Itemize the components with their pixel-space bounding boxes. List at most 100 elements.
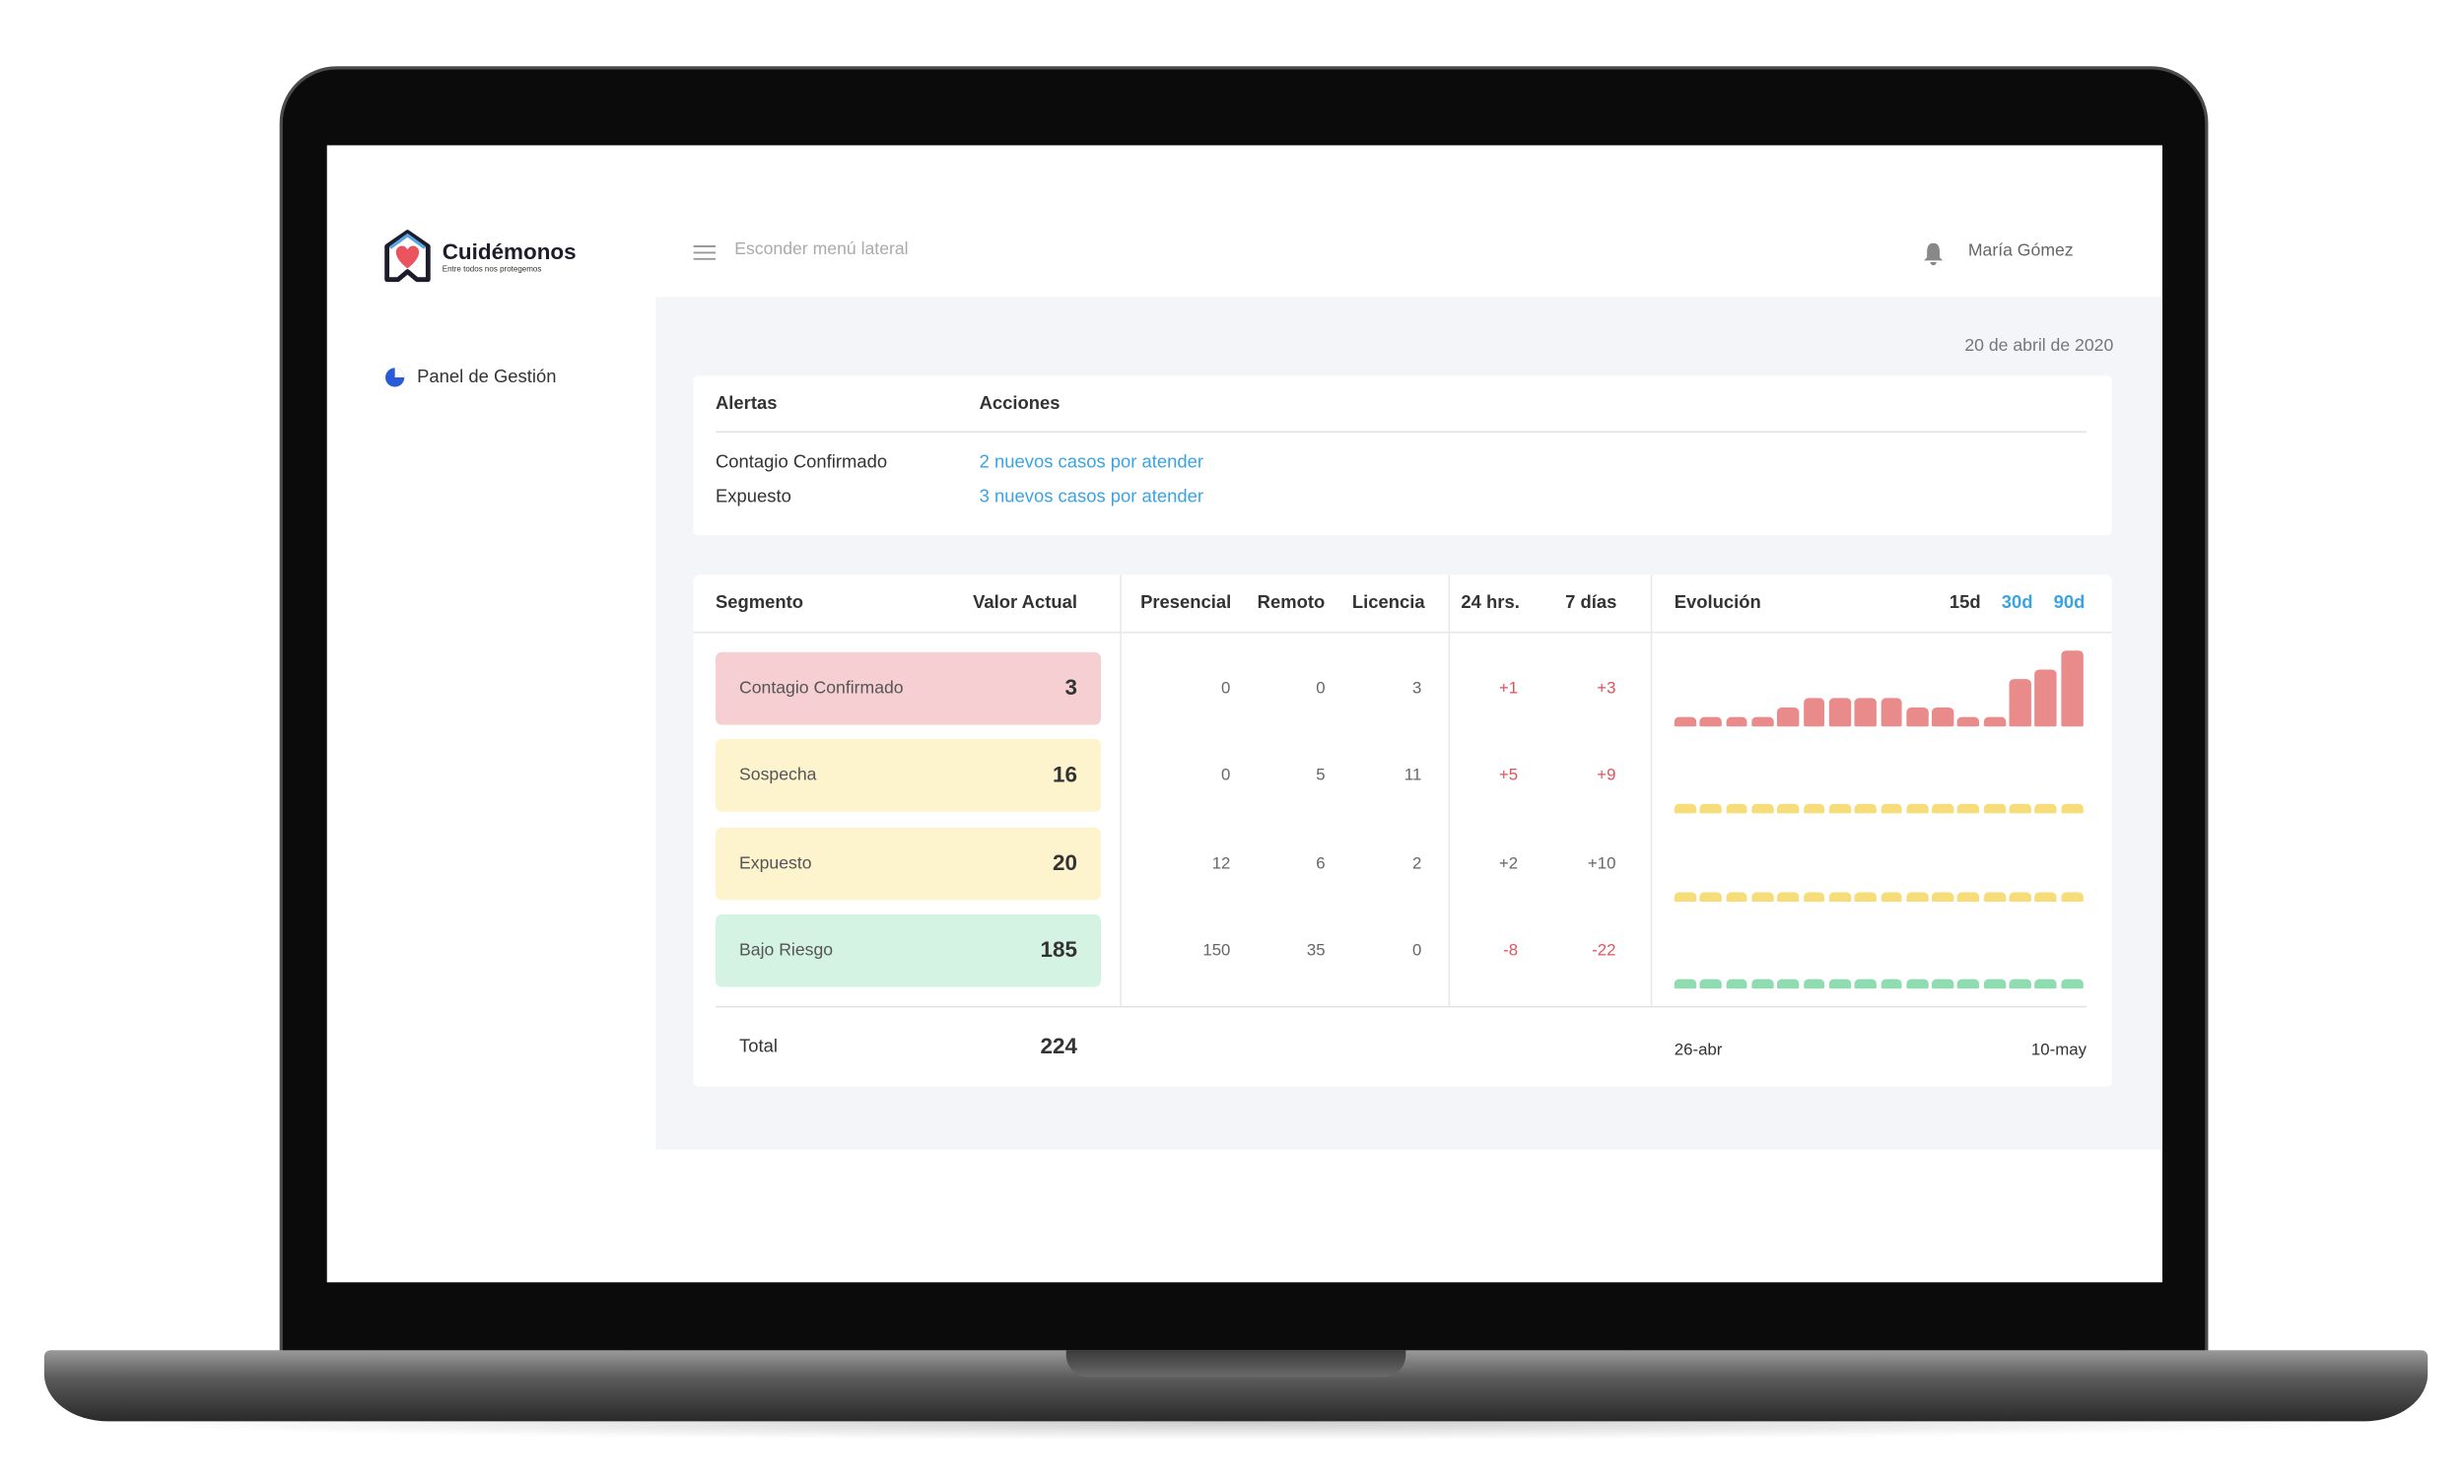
evolution-bar [1906,804,1929,814]
evolution-bar [1957,978,1980,989]
evolution-bar [2060,650,2084,727]
segment-cell: 0 [1411,940,1422,961]
range-button[interactable]: 15d [1949,593,1981,613]
tagline: Entre todos nos protegemos [442,265,542,275]
screen: Cuidémonos Entre todos nos protegemos Pa… [326,145,2162,1283]
alert-action[interactable]: 2 nuevos casos por atender [979,452,1204,473]
date: 20 de abril de 2020 [1964,336,2114,356]
evolution-bar [1906,891,1929,902]
evolution-bar [1674,891,1696,902]
laptop-notch [1065,1350,1406,1378]
segment-cell: +3 [1597,679,1616,699]
column-header: 24 hrs. [1461,593,1520,613]
evolution-bar [2009,804,2031,814]
menu-item[interactable]: Panel de Gestión [417,368,557,387]
column-divider [1650,574,1653,1006]
segments-divider [693,632,2112,634]
column-header: Valor Actual [973,593,1077,613]
alerts-divider [715,431,2088,434]
logo-icon [384,230,431,283]
segment-value: 20 [1053,848,1077,875]
column-header: Evolución [1674,593,1761,613]
evolution-bar [1777,978,1800,989]
evolution-bar [1906,978,1929,989]
segment-name: Sospecha [739,766,817,785]
evolution-bar [2009,891,2031,902]
evolution-bar [1880,891,1903,902]
evolution-bar [1983,804,2006,814]
evolution-bar [1777,804,1800,814]
evolution-bar [1854,891,1877,902]
evolution-bar [2060,891,2084,902]
segment-name: Expuesto [739,853,812,873]
evolution-bar [1751,891,1774,902]
dashboard: Alertas Acciones Contagio Confirmado 2 nuev… [327,145,2162,1282]
segment-cell: 12 [1211,853,1231,873]
evolution-bar [1699,891,1723,902]
segment-value: 16 [1053,761,1077,787]
segment-cell: -22 [1592,940,1616,961]
evolution-bar [2034,891,2057,902]
column-header: Licencia [1351,593,1425,613]
evolution-bar [1828,891,1851,902]
brand: Cuidémonos [442,237,577,264]
range-button[interactable]: 90d [2053,593,2086,613]
segment-pill [715,651,1102,725]
segment-cell: 6 [1316,853,1326,873]
evolution-bar [1726,804,1748,814]
column-divider [1120,574,1122,1006]
evolution-bar [1726,716,1748,727]
evolution-bar [1828,978,1851,989]
evolution-bar [1777,707,1800,727]
segment-value: 3 [1064,674,1077,700]
segment-name: Bajo Riesgo [739,940,834,961]
segment-cell: 35 [1306,940,1326,961]
evolution-bar [1983,716,2006,727]
hamburger-icon[interactable] [693,243,716,262]
evolution-bar [1674,804,1696,814]
bell-icon[interactable] [1922,241,1944,267]
alert-label: Contagio Confirmado [715,452,888,473]
menu-icon [385,368,405,387]
evolution-bar [1699,978,1723,989]
evolution-bar [1803,891,1825,902]
toggle-menu[interactable]: Esconder menú lateral [734,239,909,259]
total-label: Total [739,1037,778,1057]
column-header: Segmento [715,593,804,613]
evolution-bar [1906,707,1929,727]
segment-value: 185 [1040,936,1077,962]
range-button[interactable]: 30d [2001,593,2033,613]
total-value: 224 [1040,1033,1077,1058]
alerts-header: Alertas [715,394,778,414]
evolution-bar [1983,978,2006,989]
evolution-bar [1983,891,2006,902]
evolution-bar [1674,978,1696,989]
evolution-bar [1803,978,1825,989]
segment-cell: 3 [1411,679,1422,699]
segment-pill [715,913,1102,987]
segment-cell: 2 [1411,853,1422,873]
evolution-bar [1674,716,1696,727]
segment-cell: 0 [1316,679,1326,699]
alert-label: Expuesto [715,488,791,507]
segment-cell: +5 [1498,766,1519,785]
total-divider [715,1005,2088,1008]
evolution-bar [1957,804,1980,814]
user-name[interactable]: María Gómez [1967,241,2074,261]
alert-action[interactable]: 3 nuevos casos por atender [979,488,1204,507]
evolution-bar [1726,891,1748,902]
segment-cell: 5 [1316,766,1326,785]
evolution-bar [1957,716,1980,727]
segment-cell: -8 [1503,940,1519,961]
column-header: Presencial [1140,593,1232,613]
evolution-bar [1803,698,1825,727]
segment-cell: +2 [1498,853,1519,873]
evolution-bar [1699,716,1723,727]
axis-start: 26-abr [1674,1041,1723,1060]
evolution-bar [2034,804,2057,814]
evolution-bar [1726,978,1748,989]
column-header: 7 días [1565,593,1617,613]
evolution-bar [1932,804,1954,814]
evolution-bar [1777,891,1800,902]
